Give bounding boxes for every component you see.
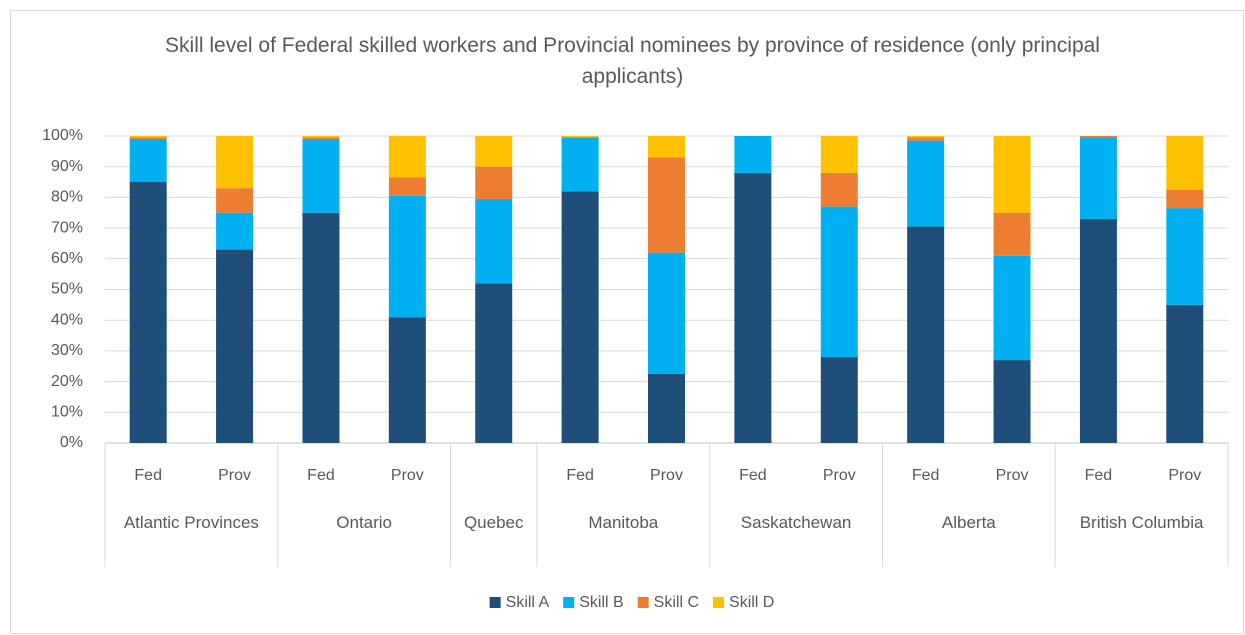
- chart-border: [10, 10, 1244, 634]
- bar-segment: [216, 188, 254, 213]
- bar-segment: [129, 182, 167, 444]
- bar-segment: [388, 177, 426, 196]
- bar-segment: [1166, 304, 1204, 443]
- x-tick-label: Prov: [823, 467, 856, 484]
- bar-segment: [302, 136, 340, 138]
- bar-segment: [1079, 136, 1117, 138]
- x-tick-label: Prov: [1168, 467, 1201, 484]
- y-tick-label: 90%: [51, 158, 83, 175]
- bar-segment: [648, 252, 685, 374]
- bar-segment: [993, 360, 1031, 443]
- legend-swatch: [637, 597, 649, 608]
- bar-segment: [820, 206, 858, 358]
- bar-segment: [820, 357, 858, 443]
- bar-segment: [561, 137, 599, 192]
- y-tick-label: 100%: [42, 127, 83, 144]
- group-label: Ontario: [336, 513, 393, 532]
- x-tick-label: Fed: [566, 467, 594, 484]
- bar-segment: [993, 136, 1031, 213]
- bar-segment: [907, 136, 945, 138]
- bar-segment: [129, 139, 167, 183]
- legend-swatch: [713, 597, 725, 608]
- y-tick-label: 10%: [51, 404, 83, 421]
- group-label: Atlantic Provinces: [123, 513, 259, 532]
- bar-segment: [1166, 208, 1204, 305]
- group-label: Saskatchewan: [740, 513, 852, 532]
- x-tick-label: Prov: [996, 467, 1029, 484]
- y-tick-label: 30%: [51, 342, 83, 359]
- bar-segment: [648, 136, 685, 158]
- bar-segment: [129, 136, 167, 138]
- group-label: Alberta: [941, 513, 996, 532]
- x-tick-label: Fed: [912, 467, 940, 484]
- bar-segment: [907, 137, 945, 141]
- bar-segment: [1079, 218, 1117, 443]
- group-label: Quebec: [463, 513, 524, 532]
- bar-segment: [129, 137, 167, 140]
- bar-segment: [1079, 137, 1117, 219]
- y-tick-label: 70%: [51, 219, 83, 236]
- legend-swatch: [563, 597, 575, 608]
- y-tick-label: 80%: [51, 189, 83, 206]
- y-tick-label: 50%: [51, 281, 83, 298]
- bar-segment: [388, 136, 426, 178]
- chart-title: Skill level of Federal skilled workers a…: [165, 34, 1100, 88]
- y-tick-label: 40%: [51, 311, 83, 328]
- bar-segment: [302, 212, 340, 443]
- bar-segment: [734, 172, 772, 443]
- bar-segment: [734, 136, 772, 173]
- x-tick-label: Fed: [1085, 467, 1113, 484]
- bar-segment: [907, 140, 945, 227]
- x-tick-label: Fed: [134, 467, 162, 484]
- x-tick-label: Prov: [650, 467, 683, 484]
- x-tick-label: Prov: [391, 467, 424, 484]
- y-tick-label: 0%: [60, 434, 83, 451]
- bar-segment: [302, 137, 340, 140]
- bar-segment: [475, 166, 513, 199]
- bar-segment: [475, 136, 513, 167]
- bar-segment: [388, 195, 426, 318]
- bar-segment: [475, 198, 513, 284]
- x-tick-label: Fed: [739, 467, 767, 484]
- bar-segment: [1166, 136, 1204, 190]
- bar-segment: [388, 317, 426, 443]
- bar-segment: [216, 136, 254, 189]
- bar-segment: [302, 139, 340, 213]
- bar-segment: [561, 136, 599, 138]
- legend-label: Skill B: [579, 594, 623, 611]
- bar-segment: [993, 255, 1031, 361]
- bar-segment: [907, 226, 945, 443]
- x-tick-label: Prov: [218, 467, 251, 484]
- bar-segment: [216, 249, 254, 443]
- legend-label: Skill A: [506, 594, 550, 611]
- bar-segment: [648, 157, 685, 253]
- bar-segment: [561, 191, 599, 443]
- bar-segment: [648, 373, 685, 443]
- legend-swatch: [489, 597, 501, 608]
- x-tick-label: Fed: [307, 467, 335, 484]
- legend-label: Skill C: [654, 594, 699, 611]
- bar-segment: [820, 172, 858, 207]
- bar-segment: [993, 212, 1031, 256]
- bar-segment: [820, 136, 858, 173]
- legend-label: Skill D: [729, 594, 774, 611]
- group-label: British Columbia: [1079, 513, 1204, 532]
- bar-segment: [1166, 189, 1204, 209]
- group-label: Manitoba: [588, 513, 659, 532]
- bar-segment: [216, 212, 254, 250]
- bar-segment: [475, 283, 513, 443]
- y-tick-label: 20%: [51, 373, 83, 390]
- y-tick-label: 60%: [51, 250, 83, 267]
